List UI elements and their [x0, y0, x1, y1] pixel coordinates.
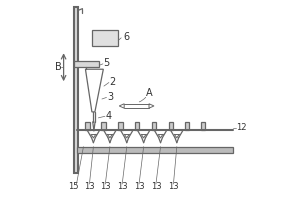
- Text: 13: 13: [84, 182, 95, 191]
- Text: 4: 4: [105, 111, 111, 121]
- Text: 13: 13: [100, 182, 111, 191]
- Text: 15: 15: [68, 182, 79, 191]
- Text: 13: 13: [151, 182, 161, 191]
- Bar: [185, 122, 189, 130]
- Bar: [85, 122, 90, 130]
- Text: 12: 12: [236, 123, 247, 132]
- Bar: [135, 122, 140, 130]
- Bar: [101, 122, 106, 130]
- Text: 6: 6: [123, 32, 129, 42]
- Bar: [169, 122, 173, 130]
- Bar: [76, 147, 233, 153]
- Bar: [152, 122, 156, 130]
- Text: 2: 2: [109, 77, 116, 87]
- Bar: [74, 7, 77, 173]
- Text: 5: 5: [103, 58, 110, 68]
- Bar: [74, 61, 99, 67]
- Text: 13: 13: [134, 182, 144, 191]
- Text: 13: 13: [117, 182, 128, 191]
- Polygon shape: [149, 104, 154, 108]
- Text: 13: 13: [168, 182, 179, 191]
- Text: B: B: [55, 62, 62, 72]
- Polygon shape: [119, 104, 124, 108]
- Text: 3: 3: [107, 92, 113, 102]
- Polygon shape: [85, 69, 103, 112]
- Bar: [201, 122, 205, 130]
- Bar: [92, 30, 118, 46]
- Bar: [118, 122, 123, 130]
- Text: A: A: [146, 88, 152, 98]
